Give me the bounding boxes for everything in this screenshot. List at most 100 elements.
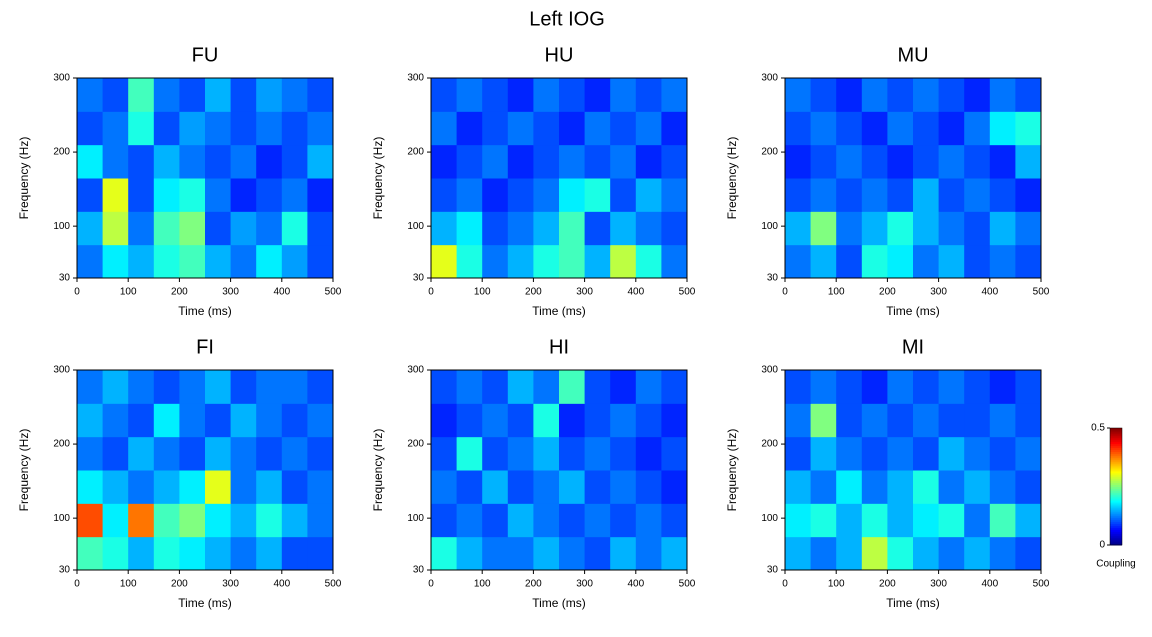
heatmap-cell xyxy=(861,111,888,146)
heatmap-cell xyxy=(635,470,662,504)
colorbar-swatch xyxy=(1110,467,1122,470)
colorbar-swatch xyxy=(1110,429,1122,433)
heatmap-cell xyxy=(281,370,308,404)
x-tick-label: 200 xyxy=(879,579,896,590)
heatmap-cell xyxy=(256,178,283,212)
heatmap-cell xyxy=(153,436,180,471)
y-tick-label: 30 xyxy=(59,273,71,284)
heatmap-cell xyxy=(482,470,509,504)
heatmap-cell xyxy=(1015,436,1042,471)
heatmap-cell xyxy=(559,503,586,538)
heatmap-cell xyxy=(307,211,334,246)
x-tick-label: 300 xyxy=(930,287,947,298)
heatmap-cell xyxy=(179,436,206,471)
heatmap-cell xyxy=(661,470,688,504)
heatmap-cell xyxy=(307,470,334,504)
heatmap-cell xyxy=(482,503,509,538)
heatmap-cell xyxy=(989,111,1016,146)
y-tick-label: 100 xyxy=(761,221,778,232)
heatmap-cell xyxy=(836,370,863,404)
heatmap-cell xyxy=(887,111,914,146)
heatmap-cell xyxy=(610,470,637,504)
heatmap-cell xyxy=(610,111,637,146)
heatmap-cell xyxy=(482,370,509,404)
panel-title: MI xyxy=(902,336,924,358)
x-tick-label: 100 xyxy=(828,287,845,298)
colorbar-swatch xyxy=(1110,447,1122,450)
heatmap-cell xyxy=(533,403,560,438)
heatmap-cell xyxy=(964,403,991,438)
colorbar-swatch xyxy=(1110,455,1122,458)
heatmap-cell xyxy=(533,470,560,504)
colorbar-swatch xyxy=(1110,480,1122,484)
heatmap-cell xyxy=(836,503,863,538)
heatmap-cell xyxy=(153,78,180,112)
heatmap-cell xyxy=(281,536,308,571)
colorbar-swatch xyxy=(1110,527,1122,530)
heatmap-cell xyxy=(256,536,283,571)
heatmap-cell xyxy=(938,144,965,179)
heatmap-cell xyxy=(179,111,206,146)
heatmap-cell xyxy=(635,244,662,279)
heatmap-cell xyxy=(307,403,334,438)
y-tick-label: 200 xyxy=(761,147,778,158)
heatmap-cell xyxy=(482,403,509,438)
heatmap-cell xyxy=(989,403,1016,438)
colorbar-swatch xyxy=(1110,509,1122,513)
heatmap-cell xyxy=(861,178,888,212)
heatmap-cell xyxy=(887,244,914,279)
heatmap-cell xyxy=(102,211,129,246)
heatmap-cell xyxy=(661,244,688,279)
heatmap-cell xyxy=(507,436,534,471)
heatmap-cell xyxy=(938,403,965,438)
colorbar-swatch xyxy=(1110,529,1122,532)
heatmap-cell xyxy=(281,144,308,179)
heatmap-cell xyxy=(179,78,206,112)
heatmap-cell xyxy=(533,370,560,404)
heatmap-cell xyxy=(785,244,812,279)
heatmap-cell xyxy=(456,536,483,571)
heatmap-cell xyxy=(230,78,257,112)
heatmap-cell xyxy=(836,470,863,504)
heatmap-cell xyxy=(102,503,129,538)
heatmap-cell xyxy=(913,144,940,179)
colorbar-swatch xyxy=(1110,484,1122,487)
x-tick-label: 100 xyxy=(120,579,137,590)
heatmap-cell xyxy=(307,111,334,146)
heatmap-cell xyxy=(507,244,534,279)
heatmap-cell xyxy=(431,436,458,471)
heatmap-cell xyxy=(989,503,1016,538)
heatmap-cell xyxy=(610,503,637,538)
heatmap-cell xyxy=(559,178,586,212)
y-axis-label: Frequency (Hz) xyxy=(371,137,385,220)
heatmap-cell xyxy=(77,211,104,246)
heatmap-cell xyxy=(431,178,458,212)
heatmap-cell xyxy=(256,78,283,112)
heatmap-cell xyxy=(179,144,206,179)
heatmap-cell xyxy=(307,436,334,471)
x-tick-label: 500 xyxy=(1033,579,1050,590)
heatmap-cell xyxy=(559,370,586,404)
y-tick-label: 30 xyxy=(413,565,425,576)
x-tick-label: 100 xyxy=(828,579,845,590)
heatmap-cell xyxy=(810,470,837,504)
heatmap-cell xyxy=(533,244,560,279)
y-tick-label: 200 xyxy=(53,439,70,450)
heatmap-cell xyxy=(785,211,812,246)
heatmap-cell xyxy=(256,211,283,246)
heatmap-cell xyxy=(482,111,509,146)
heatmap-cell xyxy=(307,536,334,571)
heatmap-cell xyxy=(431,78,458,112)
heatmap-cell xyxy=(77,536,104,571)
panel-title: FU xyxy=(192,44,219,66)
heatmap-cell xyxy=(635,403,662,438)
heatmap-cell xyxy=(179,403,206,438)
heatmap-cell xyxy=(102,111,129,146)
x-tick-label: 300 xyxy=(222,579,239,590)
heatmap-cell xyxy=(610,244,637,279)
heatmap-cell xyxy=(230,144,257,179)
y-tick-label: 300 xyxy=(407,73,424,84)
heatmap-cell xyxy=(938,470,965,504)
x-tick-label: 400 xyxy=(627,579,644,590)
heatmap-cell xyxy=(913,536,940,571)
